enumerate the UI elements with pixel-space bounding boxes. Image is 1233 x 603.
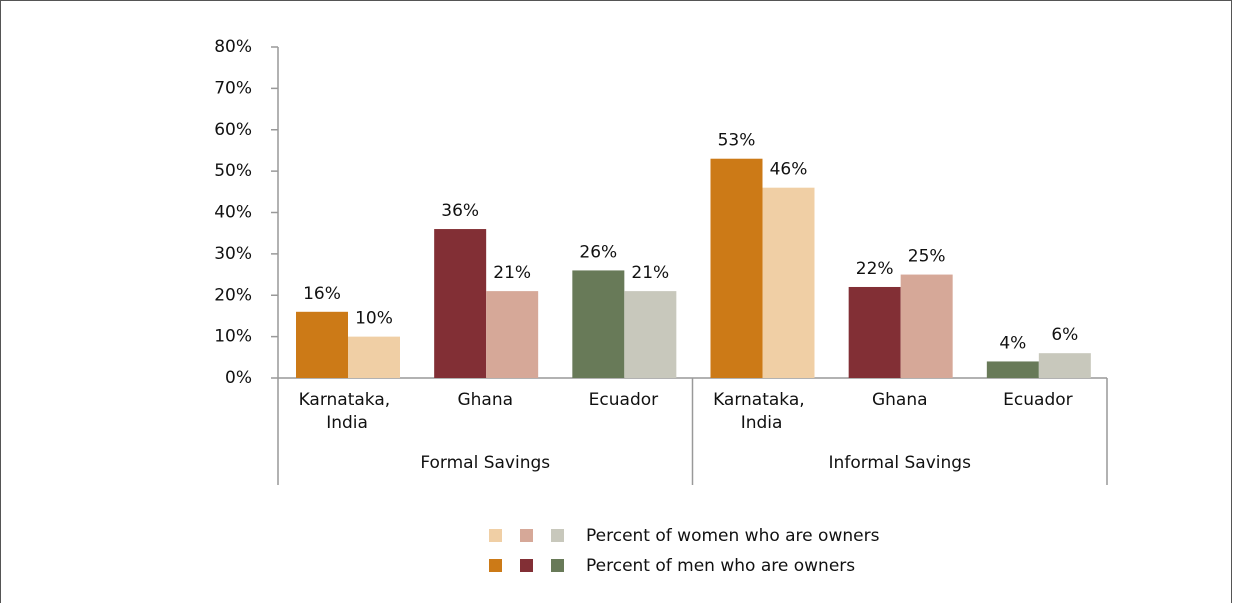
bar: [348, 336, 400, 378]
x-tick-label: Karnataka, India: [713, 390, 810, 433]
group-label: Informal Savings: [829, 453, 972, 473]
bar: [762, 187, 815, 378]
bar: [900, 274, 953, 378]
y-tick-label: 20%: [214, 285, 252, 305]
data-label: 53%: [718, 131, 756, 151]
bar: [572, 270, 625, 378]
legend-swatch: [489, 529, 502, 542]
bar: [624, 291, 677, 378]
bar: [434, 229, 487, 378]
legend-swatch: [551, 529, 564, 542]
bar: [1038, 353, 1091, 378]
data-label: 46%: [770, 160, 808, 180]
y-tick-label: 50%: [214, 161, 252, 181]
x-tick-label: Ecuador: [1003, 390, 1072, 410]
group-label: Formal Savings: [420, 453, 550, 473]
data-label: 4%: [999, 333, 1026, 353]
y-tick-label: 40%: [214, 203, 252, 223]
legend-label: Percent of men who are owners: [586, 556, 855, 576]
y-tick-label: 30%: [214, 244, 252, 264]
x-tick-label: Ghana: [457, 390, 513, 410]
legend-swatch: [551, 559, 564, 572]
data-label: 26%: [579, 242, 617, 262]
bar: [296, 311, 348, 378]
y-tick-label: 70%: [214, 78, 252, 98]
x-tick-label: Ghana: [872, 390, 928, 410]
data-label: 21%: [631, 263, 669, 283]
legend-label: Percent of women who are owners: [586, 526, 880, 546]
y-tick-label: 80%: [214, 37, 252, 57]
data-label: 21%: [493, 263, 531, 283]
y-tick-label: 0%: [225, 368, 252, 388]
bar: [986, 361, 1039, 378]
bar: [710, 158, 763, 378]
data-label: 36%: [441, 201, 479, 221]
x-tick-label: Ecuador: [589, 390, 658, 410]
data-label: 10%: [355, 309, 393, 329]
y-tick-label: 10%: [214, 327, 252, 347]
bar: [486, 291, 539, 378]
data-label: 16%: [303, 284, 341, 304]
data-label: 6%: [1051, 325, 1078, 345]
data-label: 25%: [908, 247, 946, 267]
x-tick-label: Karnataka, India: [299, 390, 396, 433]
bar: [848, 286, 901, 378]
legend-swatch: [520, 559, 533, 572]
legend-swatch: [489, 559, 502, 572]
data-label: 22%: [856, 259, 894, 279]
y-tick-label: 60%: [214, 120, 252, 140]
legend-swatch: [520, 529, 533, 542]
